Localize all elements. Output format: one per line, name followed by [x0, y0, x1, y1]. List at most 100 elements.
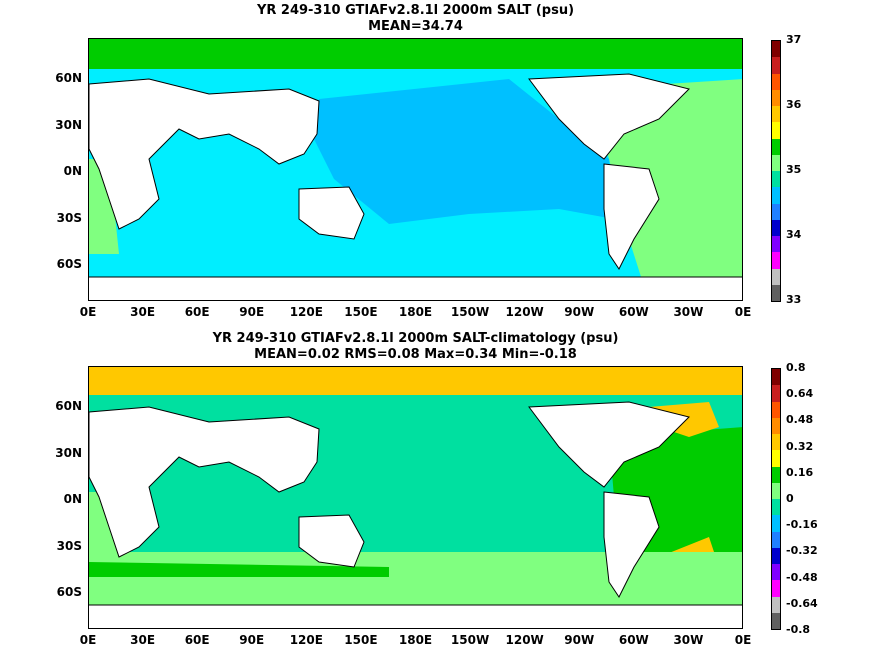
- bottom-colorbar: [771, 368, 781, 630]
- bottom-map: [89, 367, 742, 628]
- top-cbar-swatch-7: [772, 154, 780, 171]
- bottom-land-south-america: [603, 491, 660, 598]
- top-map: [89, 39, 742, 300]
- top-lon-label-12: 0E: [734, 305, 752, 319]
- bottom-cbar-label-0: 0.8: [786, 361, 806, 374]
- top-lat-label-30s: 30S: [56, 211, 82, 225]
- top-land-north-america: [528, 73, 690, 160]
- top-lon-label-11: 30W: [673, 305, 704, 319]
- bottom-cbar-swatch-3: [772, 417, 780, 434]
- top-land-antarctica: [89, 277, 742, 300]
- bottom-lat-label-60n: 60N: [55, 399, 82, 413]
- bottom-lat-label-0n: 0N: [63, 492, 82, 506]
- top-lon-label-10: 60W: [618, 305, 649, 319]
- bottom-southern-ocean-band: [89, 562, 389, 577]
- bottom-cbar-swatch-5: [772, 450, 780, 467]
- bottom-cbar-swatch-2: [772, 401, 780, 418]
- top-cbar-label-35: 35: [786, 163, 802, 176]
- top-cbar-swatch-0: [772, 41, 780, 58]
- top-map-panel: [88, 38, 743, 301]
- bottom-lat-label-30s: 30S: [56, 539, 82, 553]
- top-lon-label-7: 150W: [450, 305, 490, 319]
- top-cbar-label-37: 37: [786, 33, 802, 46]
- bottom-arctic: [89, 367, 742, 395]
- top-lon-label-1: 30E: [130, 305, 156, 319]
- bottom-land-antarctica: [89, 605, 742, 628]
- top-cbar-swatch-11: [772, 219, 780, 236]
- top-cbar-swatch-2: [772, 73, 780, 90]
- bottom-cbar-swatch-4: [772, 434, 780, 451]
- top-lat-label-60s: 60S: [56, 257, 82, 271]
- bottom-cbar-swatch-1: [772, 385, 780, 402]
- bottom-lon-label-7: 150W: [450, 633, 490, 647]
- top-cbar-swatch-10: [772, 203, 780, 220]
- bottom-lon-label-12: 0E: [734, 633, 752, 647]
- top-lat-label-0n: 0N: [63, 164, 82, 178]
- bottom-lon-label-0: 0E: [79, 633, 97, 647]
- top-lon-label-9: 90W: [564, 305, 595, 319]
- top-cbar-swatch-15: [772, 284, 780, 301]
- top-cbar-swatch-1: [772, 57, 780, 74]
- top-lon-label-4: 120E: [289, 305, 323, 319]
- top-lon-label-5: 150E: [344, 305, 378, 319]
- bottom-land-north-america: [528, 401, 690, 488]
- bottom-lon-label-3: 90E: [239, 633, 265, 647]
- bottom-cbar-swatch-9: [772, 515, 780, 532]
- bottom-lat-label-30n: 30N: [55, 446, 82, 460]
- top-lat-label-60n: 60N: [55, 71, 82, 85]
- bottom-lat-label-60s: 60S: [56, 585, 82, 599]
- bottom-cbar-swatch-11: [772, 547, 780, 564]
- top-lon-label-3: 90E: [239, 305, 265, 319]
- bottom-cbar-swatch-13: [772, 580, 780, 597]
- bottom-cbar-label-8: -0.48: [786, 570, 818, 584]
- bottom-lon-label-8: 120W: [505, 633, 544, 647]
- bottom-cbar-label-6: -0.16: [786, 518, 818, 532]
- bottom-lon-label-4: 120E: [289, 633, 323, 647]
- top-cbar-swatch-12: [772, 236, 780, 253]
- top-land-eurasia-africa: [89, 78, 320, 230]
- bottom-lon-label-1: 30E: [130, 633, 156, 647]
- top-atlantic: [589, 79, 742, 300]
- bottom-cbar-swatch-0: [772, 369, 780, 386]
- top-cbar-swatch-8: [772, 171, 780, 188]
- bottom-cbar-swatch-10: [772, 531, 780, 548]
- top-lon-label-6: 180E: [398, 305, 433, 319]
- bottom-land-eurasia-africa: [89, 406, 320, 558]
- top-cbar-label-34: 34: [786, 228, 802, 241]
- top-colorbar: [771, 40, 781, 302]
- bottom-title-line2: MEAN=0.02 RMS=0.08 Max=0.34 Min=-0.18: [254, 347, 577, 362]
- bottom-cbar-label-4: 0.16: [786, 465, 814, 479]
- bottom-lon-label-9: 90W: [564, 633, 595, 647]
- bottom-southern-ocean: [89, 552, 742, 607]
- bottom-lon-label-10: 60W: [618, 633, 649, 647]
- bottom-lon-label-6: 180E: [398, 633, 433, 647]
- top-lon-label-2: 60E: [184, 305, 210, 319]
- top-cbar-swatch-13: [772, 252, 780, 269]
- top-cbar-label-36: 36: [786, 98, 802, 111]
- bottom-cbar-label-9: -0.64: [786, 596, 818, 610]
- top-cbar-swatch-9: [772, 187, 780, 204]
- top-cbar-swatch-4: [772, 106, 780, 123]
- bottom-cbar-label-7: -0.32: [786, 544, 818, 558]
- bottom-cbar-label-3: 0.32: [786, 439, 814, 453]
- top-lon-label-0: 0E: [79, 305, 97, 319]
- bottom-lon-label-5: 150E: [344, 633, 378, 647]
- top-cbar-swatch-5: [772, 122, 780, 139]
- bottom-cbar-swatch-14: [772, 596, 780, 613]
- top-pacific: [314, 79, 614, 224]
- bottom-land-australia: [298, 514, 365, 568]
- top-title-line2: MEAN=34.74: [368, 19, 463, 34]
- bottom-cbar-swatch-12: [772, 564, 780, 581]
- top-land-south-america: [603, 163, 660, 270]
- top-lon-label-8: 120W: [505, 305, 544, 319]
- bottom-lon-label-11: 30W: [673, 633, 704, 647]
- top-land-australia: [298, 186, 365, 240]
- bottom-cbar-swatch-6: [772, 466, 780, 483]
- bottom-map-panel: [88, 366, 743, 629]
- bottom-title-line1: YR 249-310 GTIAFv2.8.1l 2000m SALT-clima…: [212, 331, 619, 346]
- bottom-cbar-label-1: 0.64: [786, 387, 814, 401]
- bottom-cbar-swatch-7: [772, 482, 780, 499]
- top-arctic: [89, 39, 742, 69]
- bottom-cbar-swatch-8: [772, 499, 780, 516]
- top-lat-label-30n: 30N: [55, 118, 82, 132]
